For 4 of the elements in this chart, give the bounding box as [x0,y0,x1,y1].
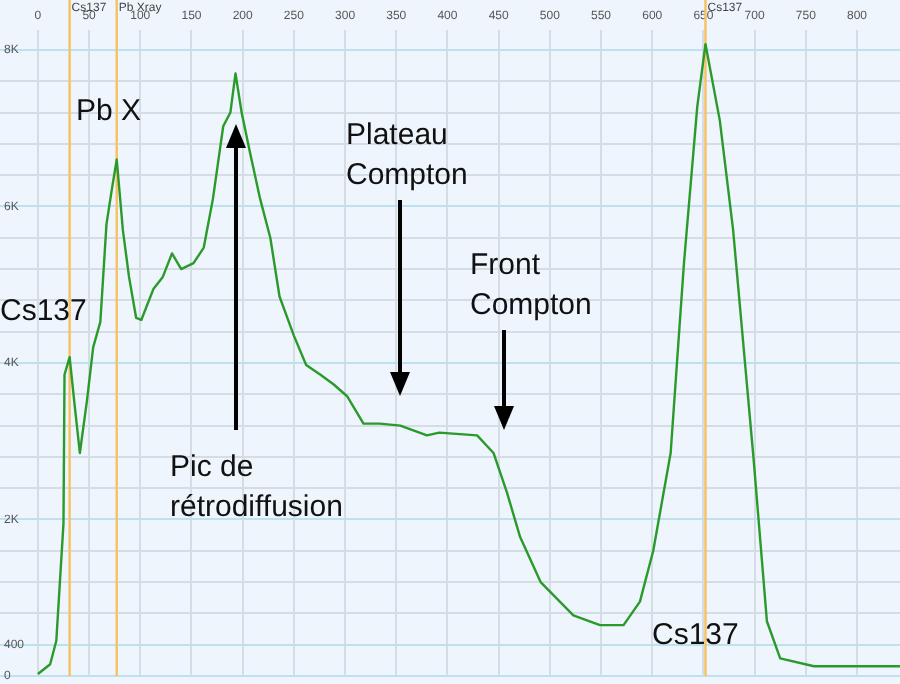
annotation: Pb X [76,94,142,128]
annotation: Front Compton [470,248,592,322]
annotation: Plateau Compton [346,118,468,192]
annotation: Pic de rétrodiffusion [170,450,343,524]
